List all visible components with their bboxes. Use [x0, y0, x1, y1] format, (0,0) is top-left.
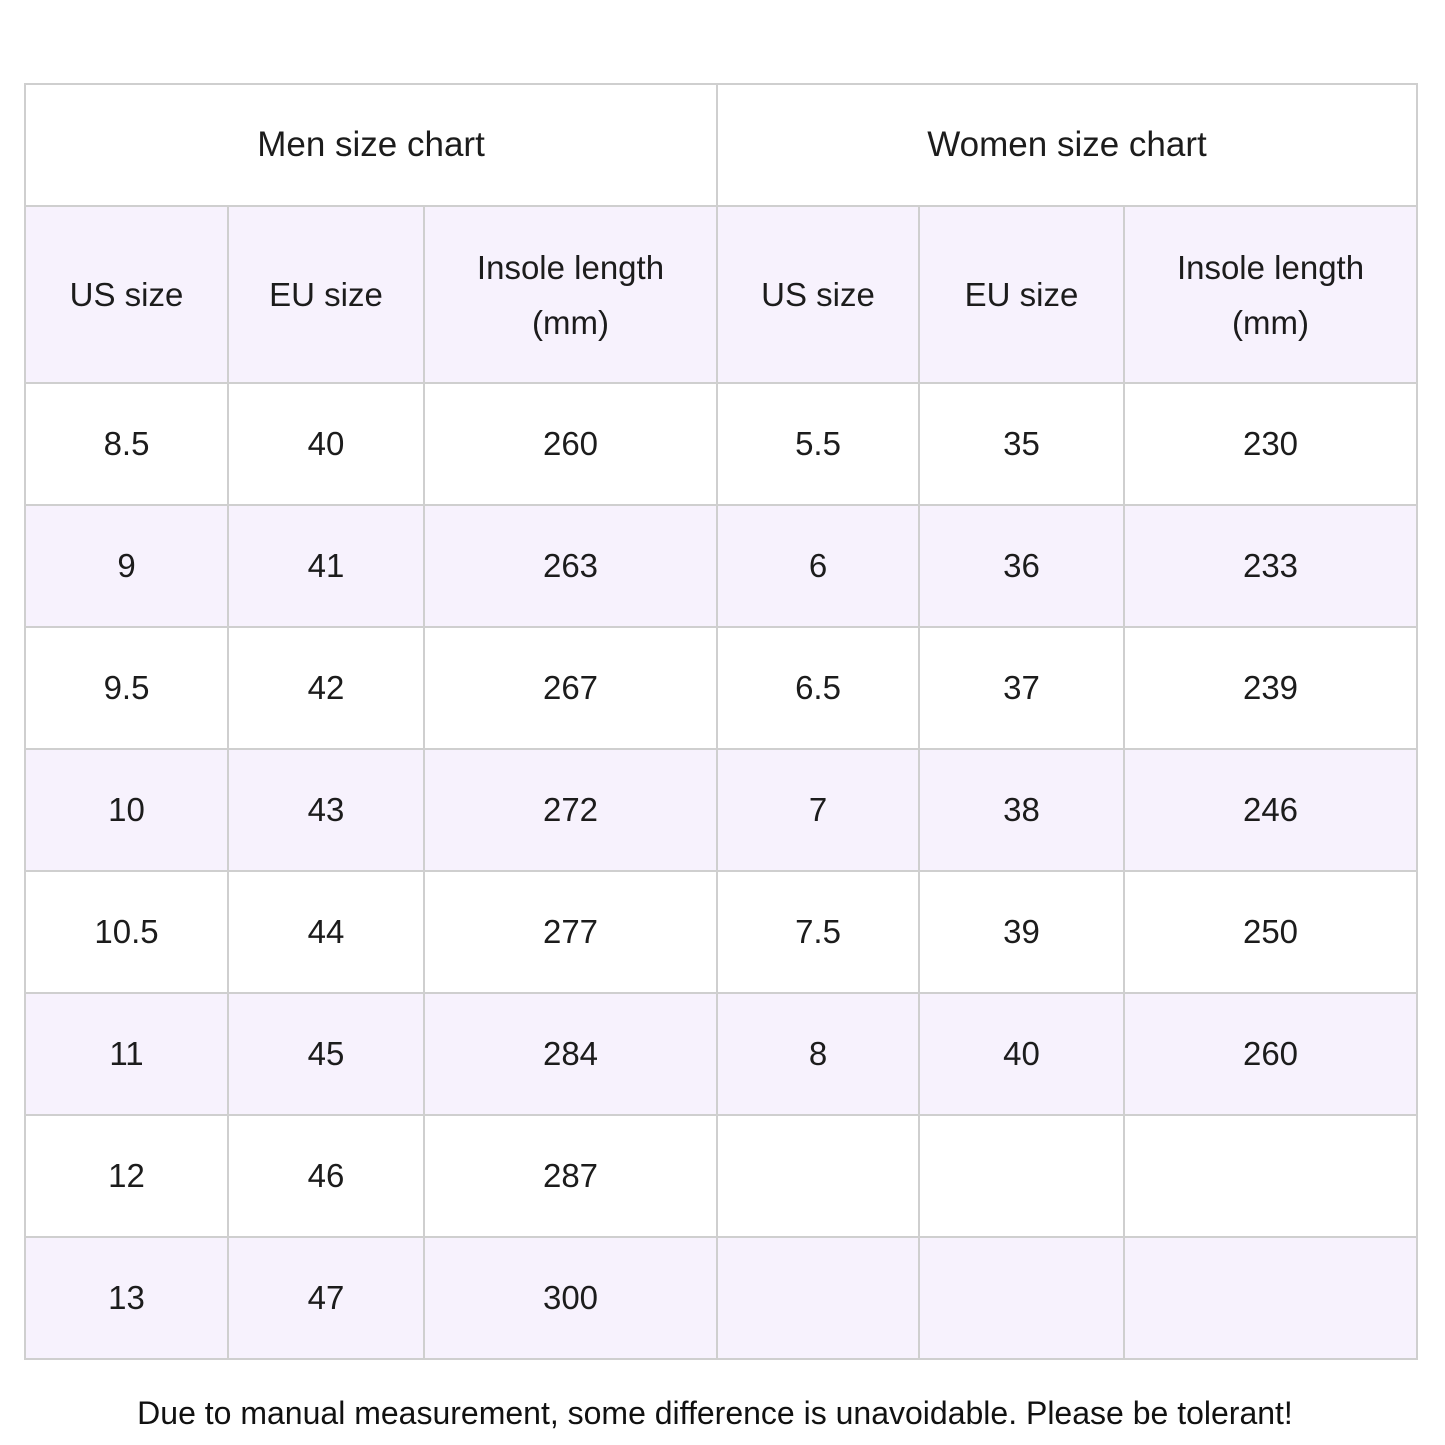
- men-insole-length-cell: 263: [423, 504, 718, 628]
- table-row: 8.5 40 260 5.5 35 230: [24, 382, 1419, 506]
- men-insole-length-cell: 267: [423, 626, 718, 750]
- men-us-size-cell: 9.5: [24, 626, 229, 750]
- women-insole-length-cell: [1122, 1236, 1419, 1360]
- women-insole-length-cell: 233: [1122, 504, 1419, 628]
- table-row: 11 45 284 8 40 260: [24, 992, 1419, 1116]
- women-us-size-cell: 5.5: [716, 382, 920, 506]
- women-us-size-cell: 7.5: [716, 870, 920, 994]
- women-us-size-cell: [716, 1114, 920, 1238]
- men-us-size-cell: 9: [24, 504, 229, 628]
- men-insole-length-header: Insole length (mm): [423, 205, 718, 384]
- women-us-size-cell: 6: [716, 504, 920, 628]
- women-eu-size-cell: [918, 1114, 1125, 1238]
- women-us-size-cell: 7: [716, 748, 920, 872]
- women-insole-length-cell: 246: [1122, 748, 1419, 872]
- women-insole-length-cell: 230: [1122, 382, 1419, 506]
- table-row: 10.5 44 277 7.5 39 250: [24, 870, 1419, 994]
- men-insole-length-cell: 260: [423, 382, 718, 506]
- table-row: 12 46 287: [24, 1114, 1419, 1238]
- women-eu-size-header: EU size: [918, 205, 1125, 384]
- women-insole-length-cell: [1122, 1114, 1419, 1238]
- women-us-size-header: US size: [716, 205, 920, 384]
- size-chart-table: Men size chart Women size chart US size …: [24, 83, 1419, 1360]
- men-eu-size-cell: 45: [227, 992, 425, 1116]
- men-insole-length-cell: 284: [423, 992, 718, 1116]
- men-us-size-cell: 8.5: [24, 382, 229, 506]
- men-us-size-cell: 13: [24, 1236, 229, 1360]
- men-eu-size-cell: 40: [227, 382, 425, 506]
- men-eu-size-cell: 47: [227, 1236, 425, 1360]
- men-insole-length-cell: 287: [423, 1114, 718, 1238]
- men-us-size-cell: 10.5: [24, 870, 229, 994]
- table-row: 9.5 42 267 6.5 37 239: [24, 626, 1419, 750]
- men-insole-length-cell: 300: [423, 1236, 718, 1360]
- women-insole-length-cell: 250: [1122, 870, 1419, 994]
- women-eu-size-cell: 35: [918, 382, 1125, 506]
- women-insole-length-header: Insole length (mm): [1122, 205, 1419, 384]
- men-eu-size-cell: 41: [227, 504, 425, 628]
- table-row: 9 41 263 6 36 233: [24, 504, 1419, 628]
- women-insole-length-cell: 260: [1122, 992, 1419, 1116]
- women-us-size-cell: [716, 1236, 920, 1360]
- men-eu-size-cell: 42: [227, 626, 425, 750]
- men-size-chart-title: Men size chart: [24, 83, 718, 207]
- men-us-size-cell: 10: [24, 748, 229, 872]
- men-us-size-cell: 12: [24, 1114, 229, 1238]
- men-us-size-cell: 11: [24, 992, 229, 1116]
- men-insole-length-cell: 277: [423, 870, 718, 994]
- women-eu-size-cell: 40: [918, 992, 1125, 1116]
- women-eu-size-cell: 37: [918, 626, 1125, 750]
- table-row: 13 47 300: [24, 1236, 1419, 1360]
- men-us-size-header: US size: [24, 205, 229, 384]
- women-eu-size-cell: [918, 1236, 1125, 1360]
- women-eu-size-cell: 36: [918, 504, 1125, 628]
- men-eu-size-cell: 46: [227, 1114, 425, 1238]
- measurement-note: Due to manual measurement, some differen…: [137, 1395, 1293, 1431]
- women-eu-size-cell: 39: [918, 870, 1125, 994]
- women-insole-length-cell: 239: [1122, 626, 1419, 750]
- men-eu-size-cell: 43: [227, 748, 425, 872]
- table-row: 10 43 272 7 38 246: [24, 748, 1419, 872]
- women-us-size-cell: 8: [716, 992, 920, 1116]
- men-insole-length-cell: 272: [423, 748, 718, 872]
- men-eu-size-header: EU size: [227, 205, 425, 384]
- men-eu-size-cell: 44: [227, 870, 425, 994]
- women-eu-size-cell: 38: [918, 748, 1125, 872]
- women-size-chart-title: Women size chart: [715, 83, 1419, 207]
- women-us-size-cell: 6.5: [716, 626, 920, 750]
